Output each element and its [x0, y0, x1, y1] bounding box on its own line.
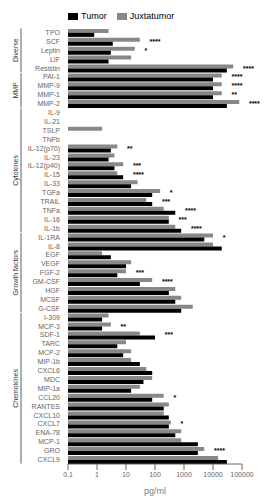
svg-text:CXCL6: CXCL6 — [37, 367, 60, 374]
svg-text:10000: 10000 — [203, 471, 223, 478]
svg-text:MCP-3: MCP-3 — [38, 323, 60, 330]
svg-text:****: **** — [150, 38, 161, 45]
svg-text:****: **** — [231, 73, 242, 80]
svg-text:***: *** — [133, 162, 141, 169]
svg-text:Leptin: Leptin — [41, 47, 60, 55]
svg-text:TPO: TPO — [46, 29, 61, 36]
svg-text:*: * — [170, 189, 173, 196]
svg-text:VEGF: VEGF — [41, 260, 60, 267]
svg-text:100: 100 — [149, 471, 161, 478]
svg-text:Diverse: Diverse — [12, 38, 19, 62]
svg-text:***: *** — [179, 216, 187, 223]
svg-text:TNFb: TNFb — [43, 136, 61, 143]
svg-text:GRO: GRO — [44, 447, 61, 454]
svg-text:MDC: MDC — [44, 376, 60, 383]
svg-text:CXCL7: CXCL7 — [37, 420, 60, 427]
svg-text:MIP-1b: MIP-1b — [37, 358, 60, 365]
svg-text:SCF: SCF — [46, 38, 60, 45]
svg-text:****: **** — [133, 171, 144, 178]
svg-text:*: * — [144, 47, 147, 54]
svg-text:ENA-78: ENA-78 — [35, 429, 60, 436]
html-text:Tumor: Tumor — [81, 11, 107, 21]
svg-text:TRAIL: TRAIL — [40, 198, 60, 205]
svg-text:FGF-2: FGF-2 — [40, 269, 60, 276]
svg-text:PAI-1: PAI-1 — [43, 73, 60, 80]
svg-text:IL-16: IL-16 — [44, 216, 60, 223]
svg-text:****: **** — [249, 100, 260, 107]
svg-text:LIF: LIF — [50, 56, 60, 63]
svg-text:*: * — [181, 420, 184, 427]
svg-text:MMP-9: MMP-9 — [37, 82, 60, 89]
svg-text:G-CSF: G-CSF — [38, 305, 60, 312]
svg-text:MMP-1: MMP-1 — [37, 91, 60, 98]
svg-text:****: **** — [214, 447, 225, 454]
svg-text:IL-23: IL-23 — [44, 154, 60, 161]
svg-text:RANTES: RANTES — [32, 403, 61, 410]
svg-text:****: **** — [191, 225, 202, 232]
svg-text:MCSF: MCSF — [40, 296, 60, 303]
svg-text:****: **** — [231, 82, 242, 89]
svg-text:100000: 100000 — [230, 471, 253, 478]
svg-text:0.1: 0.1 — [63, 471, 73, 478]
svg-text:***: *** — [136, 269, 144, 276]
svg-text:1: 1 — [95, 471, 99, 478]
svg-text:1000: 1000 — [176, 471, 192, 478]
svg-text:TSLP: TSLP — [42, 127, 60, 134]
svg-text:****: **** — [185, 207, 196, 214]
svg-text:HGF: HGF — [45, 287, 60, 294]
svg-text:**: ** — [231, 91, 237, 98]
svg-text:IL-15: IL-15 — [44, 171, 60, 178]
html-text:Juxtatumor: Juxtatumor — [129, 11, 175, 21]
svg-text:IL-1b: IL-1b — [44, 225, 60, 232]
svg-text:IL-12(p70): IL-12(p70) — [28, 145, 60, 153]
svg-text:SDF-1: SDF-1 — [40, 331, 60, 338]
svg-text:10: 10 — [122, 471, 130, 478]
svg-text:IL-33: IL-33 — [44, 180, 60, 187]
svg-text:MCP-2: MCP-2 — [38, 349, 60, 356]
svg-text:Growth factors: Growth factors — [12, 249, 19, 295]
svg-text:MMP: MMP — [12, 82, 19, 99]
svg-text:pg/ml: pg/ml — [144, 486, 166, 496]
svg-text:I-309: I-309 — [44, 314, 60, 321]
svg-text:IL-9: IL-9 — [48, 109, 60, 116]
svg-text:IL-8: IL-8 — [48, 243, 60, 250]
svg-text:TARC: TARC — [41, 340, 60, 347]
svg-text:**: ** — [121, 323, 127, 330]
svg-text:CXCL9: CXCL9 — [37, 456, 60, 463]
svg-text:MIP-1a: MIP-1a — [37, 385, 60, 392]
svg-text:*: * — [173, 394, 176, 401]
svg-text:MCP-1: MCP-1 — [38, 438, 60, 445]
svg-text:Chemokines: Chemokines — [12, 368, 19, 407]
svg-text:MMP-2: MMP-2 — [37, 100, 60, 107]
svg-text:EGF: EGF — [46, 251, 60, 258]
svg-text:****: **** — [243, 65, 254, 72]
svg-text:IL-12(p40): IL-12(p40) — [28, 162, 60, 170]
svg-text:TNFa: TNFa — [43, 207, 61, 214]
svg-text:Resistin: Resistin — [35, 65, 60, 72]
svg-text:Cytokines: Cytokines — [12, 155, 20, 186]
svg-text:IL-1RA: IL-1RA — [38, 234, 60, 241]
svg-text:TGFa: TGFa — [42, 189, 60, 196]
svg-text:**: ** — [127, 145, 133, 152]
svg-text:***: *** — [165, 331, 173, 338]
svg-text:IL-21: IL-21 — [44, 118, 60, 125]
svg-text:*: * — [223, 234, 226, 241]
svg-text:****: **** — [162, 278, 173, 285]
svg-text:***: *** — [162, 198, 170, 205]
svg-text:GM-CSF: GM-CSF — [32, 278, 60, 285]
svg-text:CXCL10: CXCL10 — [34, 412, 61, 419]
svg-text:CCL20: CCL20 — [38, 394, 60, 401]
